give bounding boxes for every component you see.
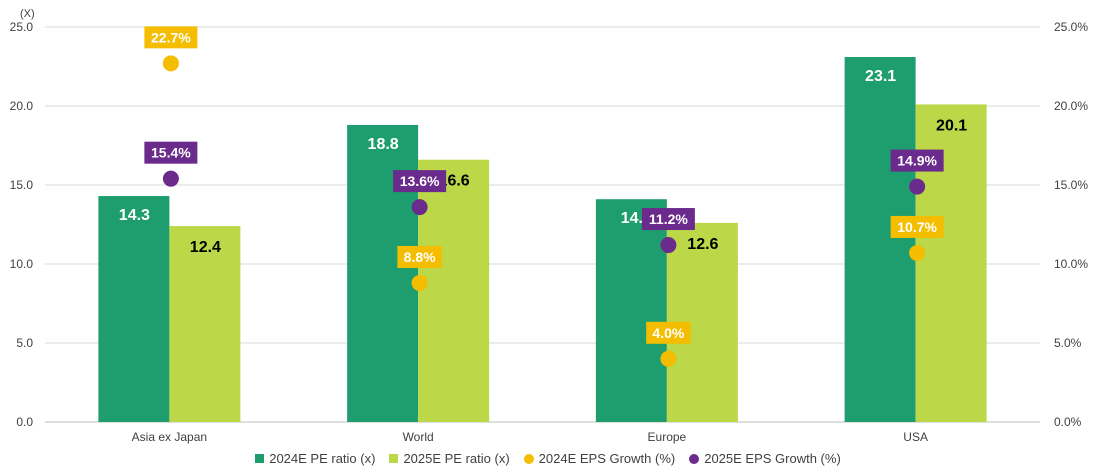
bar-label: 12.6 <box>687 236 718 253</box>
point-label-box <box>890 215 944 238</box>
right-axis-tick: 10.0% <box>1054 257 1088 271</box>
left-axis-tick: 25.0 <box>10 20 34 34</box>
point-label-box <box>641 208 695 231</box>
bar-label: 20.1 <box>936 117 967 134</box>
left-axis-tick: 15.0 <box>10 178 34 192</box>
bar-label: 14.3 <box>119 207 150 224</box>
left-axis-tick: 20.0 <box>10 99 34 113</box>
legend-item: 2024E PE ratio (x) <box>255 451 375 466</box>
point-label-box <box>646 321 691 344</box>
point <box>162 170 179 187</box>
point-label-box <box>144 141 198 164</box>
legend-swatch <box>255 454 265 463</box>
bar <box>347 124 419 423</box>
point <box>660 237 677 254</box>
bars: 14.3 18.8 14. 23.1 12.4 16.6 12.6 20.1 <box>98 57 987 423</box>
point-label-box <box>890 149 944 172</box>
category-label: Europe <box>648 430 687 444</box>
point-label: 11.2% <box>649 211 688 227</box>
bar <box>169 226 241 422</box>
left-axis-tick: 0.0 <box>16 415 33 429</box>
bar-label: 12.4 <box>190 239 221 256</box>
category-label: World <box>403 430 434 444</box>
point <box>660 350 677 367</box>
legend-label: 2025E PE ratio (x) <box>403 451 510 466</box>
point-label-box <box>144 26 198 49</box>
legend-swatch <box>689 453 700 464</box>
legend-swatch <box>389 454 399 463</box>
points: 22.7% 8.8% 4.0% 10.7% 15.4% 13.6% 11.2% 14.9% <box>144 26 944 367</box>
bar-label: 18.8 <box>368 136 399 153</box>
point <box>909 178 926 195</box>
point-label: 13.6% <box>400 173 440 189</box>
legend: 2024E PE ratio (x) 2025E PE ratio (x) 2024… <box>0 451 1096 466</box>
right-axis-tick: 15.0% <box>1054 178 1088 192</box>
point <box>411 274 428 291</box>
left-axis-tick: 5.0 <box>16 336 33 350</box>
left-axis-unit: (X) <box>20 8 35 20</box>
point-label: 10.7% <box>897 219 937 235</box>
left-axis-tick: 10.0 <box>10 257 34 271</box>
left-axis: (X) 0.0 5.0 10.0 15.0 20.0 25.0 <box>10 8 35 429</box>
point-label-box <box>393 170 447 193</box>
legend-item: 2025E PE ratio (x) <box>389 451 510 466</box>
point-label: 15.4% <box>151 145 191 161</box>
bar <box>418 159 490 422</box>
legend-item: 2024E EPS Growth (%) <box>523 451 676 466</box>
right-axis-tick: 0.0% <box>1054 415 1082 429</box>
point-label: 4.0% <box>652 325 684 341</box>
category-labels: Asia ex Japan World Europe USA <box>132 430 928 444</box>
bar <box>844 57 916 423</box>
right-axis: 0.0% 5.0% 10.0% 15.0% 20.0% 25.0% <box>1054 20 1088 429</box>
bar-label: 14. <box>621 210 643 227</box>
right-axis-tick: 20.0% <box>1054 99 1088 113</box>
point-label: 22.7% <box>151 29 191 45</box>
point <box>411 199 428 216</box>
category-label: Asia ex Japan <box>132 430 207 444</box>
point <box>162 55 179 72</box>
bar <box>595 199 667 422</box>
category-label: USA <box>903 430 928 444</box>
point <box>909 244 926 261</box>
bar-label: 23.1 <box>865 68 896 85</box>
bar <box>98 196 170 422</box>
point-label: 8.8% <box>404 249 436 265</box>
right-axis-tick: 5.0% <box>1054 336 1082 350</box>
legend-label: 2024E EPS Growth (%) <box>538 451 676 466</box>
legend-label: 2024E PE ratio (x) <box>269 451 376 466</box>
bar-label: 16.6 <box>439 173 470 190</box>
legend-swatch <box>523 453 534 464</box>
point-label: 14.9% <box>897 153 937 169</box>
legend-label: 2025E EPS Growth (%) <box>704 451 841 466</box>
point-label-box <box>397 245 442 268</box>
legend-item: 2025E EPS Growth (%) <box>689 451 841 466</box>
right-axis-tick: 25.0% <box>1054 20 1088 34</box>
